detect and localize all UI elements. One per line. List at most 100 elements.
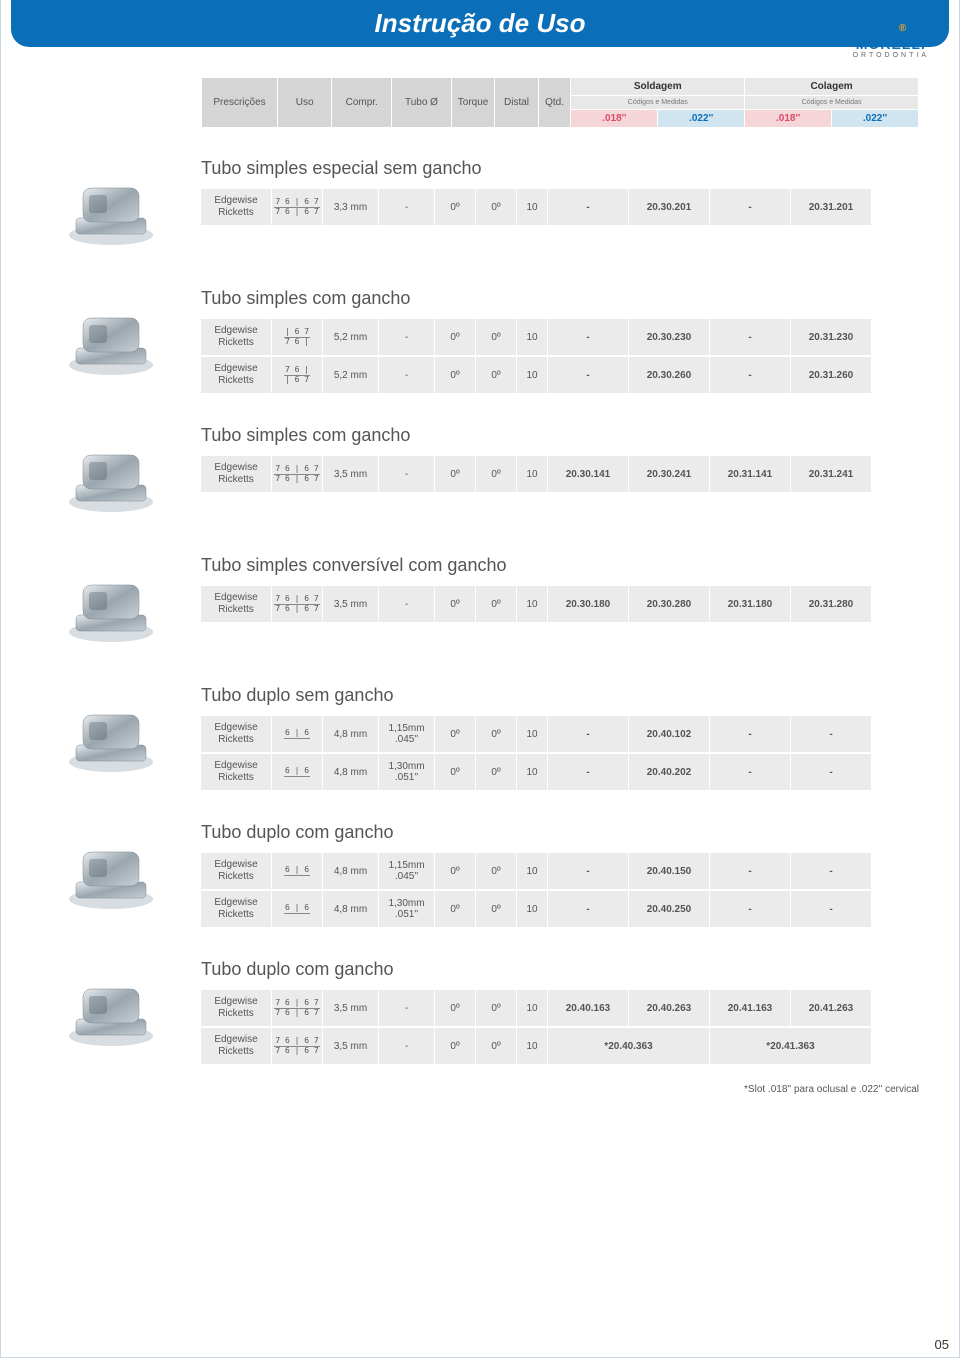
- cell-distal: 0º: [476, 754, 516, 790]
- cell-prescription: EdgewiseRicketts: [201, 357, 271, 393]
- cell-tubo: -: [379, 357, 434, 393]
- hdr-022-1: .022'': [658, 110, 745, 128]
- cell-uso-diagram: | 6 77 6 |: [272, 319, 322, 355]
- cell-qtd: 10: [517, 853, 547, 889]
- cell-prescription: EdgewiseRicketts: [201, 456, 271, 492]
- cell-prescription: EdgewiseRicketts: [201, 319, 271, 355]
- cell-code: 20.30.280: [629, 586, 709, 622]
- section-title: Tubo simples conversível com gancho: [201, 555, 919, 576]
- cell-code: *20.41.363: [710, 1028, 871, 1064]
- section-body: Tubo simples com gancho EdgewiseRicketts7…: [201, 425, 919, 494]
- page-number: 05: [935, 1337, 949, 1352]
- table-row: EdgewiseRicketts6 | 64,8 mm1,15mm.045''0…: [201, 853, 919, 889]
- cell-code: -: [791, 891, 871, 927]
- section-title: Tubo duplo com gancho: [201, 822, 919, 843]
- cell-compr: 4,8 mm: [323, 754, 378, 790]
- table-row: EdgewiseRicketts7 6 | 6 77 6 | 6 73,5 mm…: [201, 990, 919, 1026]
- cell-tubo: -: [379, 189, 434, 225]
- cell-tubo: -: [379, 1028, 434, 1064]
- cell-code: 20.31.141: [710, 456, 790, 492]
- cell-compr: 3,5 mm: [323, 990, 378, 1026]
- cell-code: 20.40.163: [548, 990, 628, 1026]
- cell-torque: 0º: [435, 456, 475, 492]
- cell-qtd: 10: [517, 586, 547, 622]
- cell-compr: 4,8 mm: [323, 716, 378, 752]
- brand-subtitle: ORTODONTIA: [853, 52, 929, 59]
- cell-qtd: 10: [517, 990, 547, 1026]
- cell-qtd: 10: [517, 716, 547, 752]
- cell-code: -: [548, 189, 628, 225]
- product-thumbnail: [41, 555, 181, 655]
- cell-code: -: [710, 319, 790, 355]
- product-thumb-icon: [51, 163, 171, 253]
- cell-compr: 4,8 mm: [323, 853, 378, 889]
- cell-torque: 0º: [435, 586, 475, 622]
- cell-tubo: 1,15mm.045'': [379, 716, 434, 752]
- cell-code: -: [548, 357, 628, 393]
- page-title-banner: Instrução de Uso: [11, 0, 949, 47]
- hdr-uso: Uso: [278, 78, 332, 128]
- section-body: Tubo simples com ganchoEdgewiseRicketts …: [201, 288, 919, 395]
- cell-uso-diagram: 7 6 | 6 77 6 | 6 7: [272, 990, 322, 1026]
- cell-uso-diagram: 6 | 6: [272, 716, 322, 752]
- table-row: EdgewiseRicketts7 6 | 6 77 6 | 6 73,5 mm…: [201, 586, 919, 622]
- cell-tubo: 1,30mm.051'': [379, 891, 434, 927]
- section-title: Tubo simples especial sem gancho: [201, 158, 919, 179]
- cell-code: -: [710, 357, 790, 393]
- cell-prescription: EdgewiseRicketts: [201, 1028, 271, 1064]
- cell-torque: 0º: [435, 357, 475, 393]
- cell-distal: 0º: [476, 189, 516, 225]
- product-thumbnail: [41, 288, 181, 388]
- cell-torque: 0º: [435, 754, 475, 790]
- product-thumbnail: [41, 959, 181, 1059]
- section-title: Tubo simples com gancho: [201, 425, 919, 446]
- cell-prescription: EdgewiseRicketts: [201, 754, 271, 790]
- section-body: Tubo duplo com ganchoEdgewiseRicketts7 6…: [201, 959, 919, 1066]
- cell-code: 20.40.250: [629, 891, 709, 927]
- table-row: EdgewiseRicketts6 | 64,8 mm1,15mm.045'' 0…: [201, 716, 919, 752]
- hdr-colagem: Colagem: [745, 78, 919, 96]
- cell-code: *20.40.363: [548, 1028, 709, 1064]
- cell-compr: 3,5 mm: [323, 1028, 378, 1064]
- cell-torque: 0º: [435, 891, 475, 927]
- hdr-tubo: Tubo Ø: [392, 78, 452, 128]
- cell-code: 20.30.141: [548, 456, 628, 492]
- product-thumb-icon: [51, 560, 171, 650]
- cell-code: 20.31.241: [791, 456, 871, 492]
- cell-torque: 0º: [435, 1028, 475, 1064]
- table-row: EdgewiseRicketts7 6 | 6 77 6 | 6 73,5 mm…: [201, 456, 919, 492]
- table-row: EdgewiseRicketts6 | 64,8 mm1,30mm.051''0…: [201, 754, 919, 790]
- cell-code: -: [548, 853, 628, 889]
- product-section: Tubo simples especial sem gancho Edgewise…: [41, 158, 919, 258]
- cell-distal: 0º: [476, 990, 516, 1026]
- section-body: Tubo simples conversível com gancho Edgew…: [201, 555, 919, 624]
- cell-code: -: [710, 754, 790, 790]
- hdr-018-2: .018'': [745, 110, 832, 128]
- cell-code: 20.31.230: [791, 319, 871, 355]
- cell-code: -: [791, 716, 871, 752]
- cell-code: 20.30.201: [629, 189, 709, 225]
- product-thumb-icon: [51, 827, 171, 917]
- cell-code: -: [548, 716, 628, 752]
- cell-distal: 0º: [476, 456, 516, 492]
- cell-tubo: -: [379, 319, 434, 355]
- cell-code: 20.40.102: [629, 716, 709, 752]
- cell-code: -: [548, 754, 628, 790]
- product-thumb-icon: [51, 964, 171, 1054]
- product-section: Tubo simples com gancho EdgewiseRicketts7…: [41, 425, 919, 525]
- product-thumbnail: [41, 158, 181, 258]
- cell-prescription: EdgewiseRicketts: [201, 189, 271, 225]
- cell-prescription: EdgewiseRicketts: [201, 716, 271, 752]
- product-section: Tubo duplo sem ganchoEdgewiseRicketts6 |…: [41, 685, 919, 792]
- cell-tubo: -: [379, 586, 434, 622]
- cell-uso-diagram: 7 6 | 6 77 6 | 6 7: [272, 586, 322, 622]
- footnote: *Slot .018'' para oclusal e .022'' cervi…: [1, 1084, 919, 1095]
- cell-code: -: [710, 853, 790, 889]
- section-body: Tubo duplo sem ganchoEdgewiseRicketts6 |…: [201, 685, 919, 792]
- product-section: Tubo simples com ganchoEdgewiseRicketts …: [41, 288, 919, 395]
- cell-tubo: -: [379, 990, 434, 1026]
- product-thumbnail: [41, 822, 181, 922]
- cell-distal: 0º: [476, 716, 516, 752]
- cell-distal: 0º: [476, 319, 516, 355]
- cell-torque: 0º: [435, 990, 475, 1026]
